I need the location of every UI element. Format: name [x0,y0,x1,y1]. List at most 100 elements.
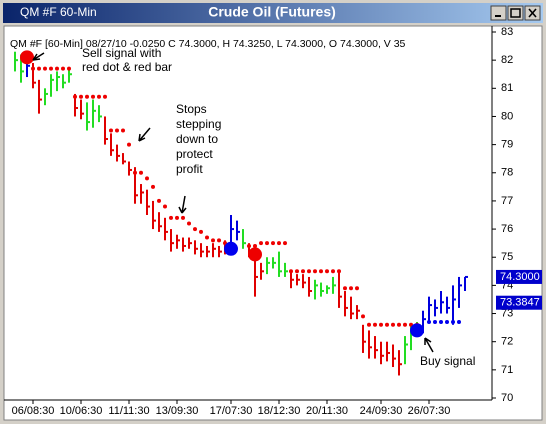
annotation: red dot & red bar [82,60,172,74]
stop-dot [355,286,359,291]
y-tick-label: 71 [501,364,513,376]
stop-dot [169,215,173,220]
stop-dot [331,269,335,274]
stop-dot [133,170,137,175]
annotation-arrow [424,337,434,353]
annotation: Stops [176,102,207,116]
stop-dot [109,128,113,133]
chart-area [3,25,543,421]
annotation: down to [176,132,218,146]
y-tick-label: 78 [501,167,513,179]
minimize-button[interactable] [490,5,507,21]
stop-dot [67,66,71,71]
stop-dot [457,319,461,324]
stop-dot [31,66,35,71]
stop-dot [79,94,83,99]
y-tick-label: 73 [501,307,513,319]
stop-dot [313,269,317,274]
y-tick-label: 80 [501,110,513,122]
stop-dot [145,176,149,181]
stop-dot [121,128,125,133]
stop-dot [55,66,59,71]
stop-dot [367,322,371,327]
stop-dot [61,66,65,71]
stop-dot [49,66,53,71]
stop-dot [115,128,119,133]
y-tick-label: 81 [501,82,513,94]
x-tick-label: 06/08:30 [12,405,55,417]
info-line: QM #F [60-Min] 08/27/10 -0.0250 C 74.300… [10,38,406,50]
stop-dot [43,66,47,71]
stop-dot [373,322,377,327]
signal-dot [224,241,238,256]
stop-dot [253,243,257,248]
stop-dot [277,241,281,246]
stop-dot [217,238,221,243]
stop-dot [205,235,209,240]
stop-dot [127,142,131,147]
window-title: QM #F 60-Min [20,5,97,19]
stop-dot [379,322,383,327]
stop-dot [139,170,143,175]
stop-dot [271,241,275,246]
stop-dot [199,229,203,234]
annotation: profit [176,162,203,176]
stop-dot [433,319,437,324]
stop-dot [151,184,155,189]
signal-dot [248,247,262,262]
price-marker-label: 73.3847 [500,297,540,309]
stop-dot [397,322,401,327]
stop-dot [349,286,353,291]
stop-dot [301,269,305,274]
annotation: Sell signal with [82,46,161,60]
stop-dot [37,66,41,71]
title-bar [3,3,543,23]
window-buttons[interactable] [490,5,541,21]
x-tick-label: 11/11:30 [108,405,149,417]
y-tick-label: 83 [501,26,513,38]
chart-title: Crude Oil (Futures) [208,4,336,20]
stop-dot [343,286,347,291]
stop-dot [439,319,443,324]
price-marker-label: 74.3000 [500,271,540,283]
y-tick-label: 82 [501,54,513,66]
stop-dot [211,238,215,243]
annotation: stepping [176,117,221,131]
x-tick-label: 26/07:30 [408,405,451,417]
stop-dot [283,241,287,246]
stop-dot [325,269,329,274]
stop-dot [385,322,389,327]
y-tick-label: 79 [501,139,513,151]
stop-dot [265,241,269,246]
stop-dot [337,269,341,274]
price-marker [496,295,542,310]
stop-dot [391,322,395,327]
maximize-icon [510,8,521,18]
stop-dot [157,198,161,203]
x-tick-label: 13/09:30 [156,405,199,417]
y-tick-label: 75 [501,251,513,263]
stop-dot [427,319,431,324]
stop-dot [403,322,407,327]
annotation: protect [176,147,213,161]
x-tick-label: 24/09:30 [360,405,403,417]
stop-dot [247,243,251,248]
stop-dot [181,215,185,220]
stop-dot [319,269,323,274]
stop-dot [259,241,263,246]
stop-dot [445,319,449,324]
stop-dot [361,314,365,319]
x-tick-label: 18/12:30 [258,405,301,417]
y-tick-label: 72 [501,336,513,348]
y-tick-label: 70 [501,392,513,404]
signal-dot [20,50,34,65]
stop-dot [295,269,299,274]
x-tick-label: 10/06:30 [60,405,103,417]
stop-dot [307,269,311,274]
stop-dot [193,227,197,232]
stop-dot [73,94,77,99]
annotation-arrow [32,52,45,61]
stop-dot [289,269,293,274]
close-icon [528,8,537,18]
